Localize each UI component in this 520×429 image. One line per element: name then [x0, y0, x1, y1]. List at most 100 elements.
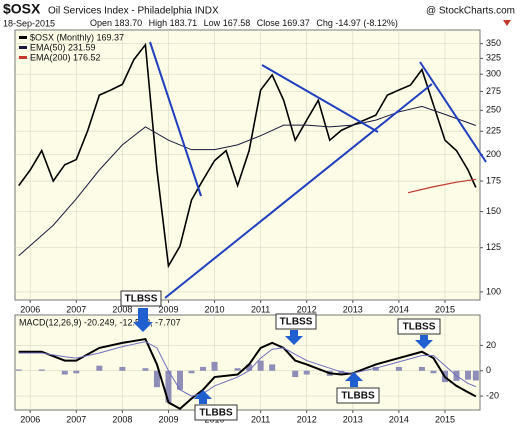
symbol: $OSX: [3, 1, 41, 17]
y-tick-label: 300: [486, 69, 501, 79]
arrow: [133, 308, 153, 332]
histogram-bar: [246, 364, 253, 371]
y-tick-label: 100: [486, 286, 501, 296]
histogram-bar: [465, 370, 472, 380]
y-tick-label: 150: [486, 206, 501, 216]
source: @ StockCharts.com: [426, 6, 515, 17]
histogram-bar: [176, 370, 183, 390]
x-tick-label: 2014: [389, 304, 409, 314]
price-panel: [14, 29, 481, 301]
series-line: [18, 337, 477, 410]
arrow: [194, 390, 212, 404]
series-line: [407, 178, 476, 194]
trend-line: [149, 41, 202, 197]
x-tick-label: 2011: [251, 414, 270, 424]
legend-label: EMA(200) 176.52: [30, 52, 101, 62]
annotation: TLBSS: [403, 322, 436, 333]
annotation-box: [336, 387, 380, 404]
y-tick-label: 200: [486, 149, 501, 159]
annotation-box: [194, 404, 238, 421]
histogram-bar: [153, 370, 160, 388]
x-tick-label: 2007: [66, 304, 86, 314]
x-tick-label: 2015: [435, 304, 455, 314]
stat-label: Low: [204, 18, 221, 28]
histogram-bar: [292, 370, 299, 378]
histogram-bar: [73, 370, 80, 374]
trend-line: [261, 64, 379, 133]
stat-value: 183.70: [115, 18, 143, 28]
arrow: [285, 330, 303, 345]
trend-line: [164, 83, 433, 299]
panel-title: MACD(12,26,9) -20.249, -12.542, -7.707: [19, 317, 181, 327]
x-tick-label: 2013: [343, 304, 363, 314]
x-tick-label: 2012: [297, 414, 317, 424]
x-tick-label: 2015: [435, 414, 455, 424]
x-tick-label: 2012: [297, 304, 317, 314]
histogram-bar: [303, 370, 310, 375]
legend-swatch: [19, 56, 27, 59]
histogram-bar: [188, 370, 195, 374]
histogram-bar: [200, 366, 207, 371]
x-tick-label: 2010: [205, 304, 225, 314]
y-tick-label: 175: [486, 175, 501, 185]
histogram-bar: [211, 361, 218, 371]
stat-value: 167.58: [223, 18, 251, 28]
y-tick-label: 325: [486, 53, 501, 63]
histogram-bar: [15, 369, 22, 371]
histogram-bar: [430, 370, 437, 374]
x-tick-label: 2008: [112, 304, 132, 314]
histogram-bar: [142, 368, 149, 371]
histogram-bar: [418, 366, 425, 371]
stat-value: -14.97 (-8.12%): [335, 18, 398, 28]
annotation: TLBSS: [280, 317, 313, 328]
legend-swatch: [19, 46, 27, 49]
y-tick-label: 125: [486, 242, 501, 252]
arrow: [345, 372, 363, 387]
x-tick-label: 2006: [20, 304, 40, 314]
histogram-bar: [395, 366, 402, 371]
x-tick-label: 2006: [20, 414, 40, 424]
plot: 2006 2007 2008 2009 2010 2011 2012 2013 2014 2015…: [15, 30, 501, 424]
y-tick-label: 20: [486, 340, 496, 350]
y-tick-label: 0: [486, 365, 491, 375]
y-tick-label: 350: [486, 38, 501, 48]
x-tick-label: 2011: [251, 304, 270, 314]
histogram-bar: [119, 366, 126, 371]
stat-value: 169.37: [282, 18, 310, 28]
series-line: [18, 42, 477, 269]
arrow: [415, 335, 433, 349]
x-tick-label: 2009: [158, 304, 178, 314]
histogram-bar: [234, 368, 241, 371]
stat-label: Chg: [316, 18, 333, 28]
y-tick-label: -20: [486, 390, 499, 400]
stat-value: 183.71: [170, 18, 198, 28]
x-tick-label: 2007: [66, 414, 86, 424]
stat-label: Close: [257, 18, 280, 28]
series-line: [18, 341, 477, 397]
histogram-bar: [165, 370, 172, 403]
index-name: Oil Services Index - Philadelphia INDX: [48, 6, 219, 17]
stat-label: Open: [90, 18, 112, 28]
annotation-boxes: TLBSS TLBSS TLBSS TLBBS TLBBS: [120, 290, 441, 421]
annotation-box: [120, 290, 162, 307]
legend-swatch: [19, 36, 27, 39]
arrows: [133, 308, 433, 404]
down-triangle: [503, 20, 511, 26]
histogram-bar: [257, 360, 264, 371]
histogram-bar: [38, 369, 45, 371]
trend-lines: [149, 41, 487, 299]
header-stats: Open 183.70 High 183.71 Low 167.58 Close…: [90, 18, 398, 28]
annotation: TLBBS: [199, 408, 233, 419]
y-tick-label: 250: [486, 105, 501, 115]
histogram-bar: [61, 370, 68, 375]
histogram-bar: [472, 370, 479, 381]
stat-label: High: [149, 18, 168, 28]
annotation: TLBBS: [341, 391, 375, 402]
header-date: 18-Sep-2015: [3, 18, 55, 28]
legend-label: $OSX (Monthly) 169.37: [30, 32, 124, 42]
legend-label: EMA(50) 231.59: [30, 42, 96, 52]
x-tick-label: 2013: [343, 414, 363, 424]
x-tick-label: 2008: [112, 414, 132, 424]
annotation-box: [397, 318, 441, 335]
